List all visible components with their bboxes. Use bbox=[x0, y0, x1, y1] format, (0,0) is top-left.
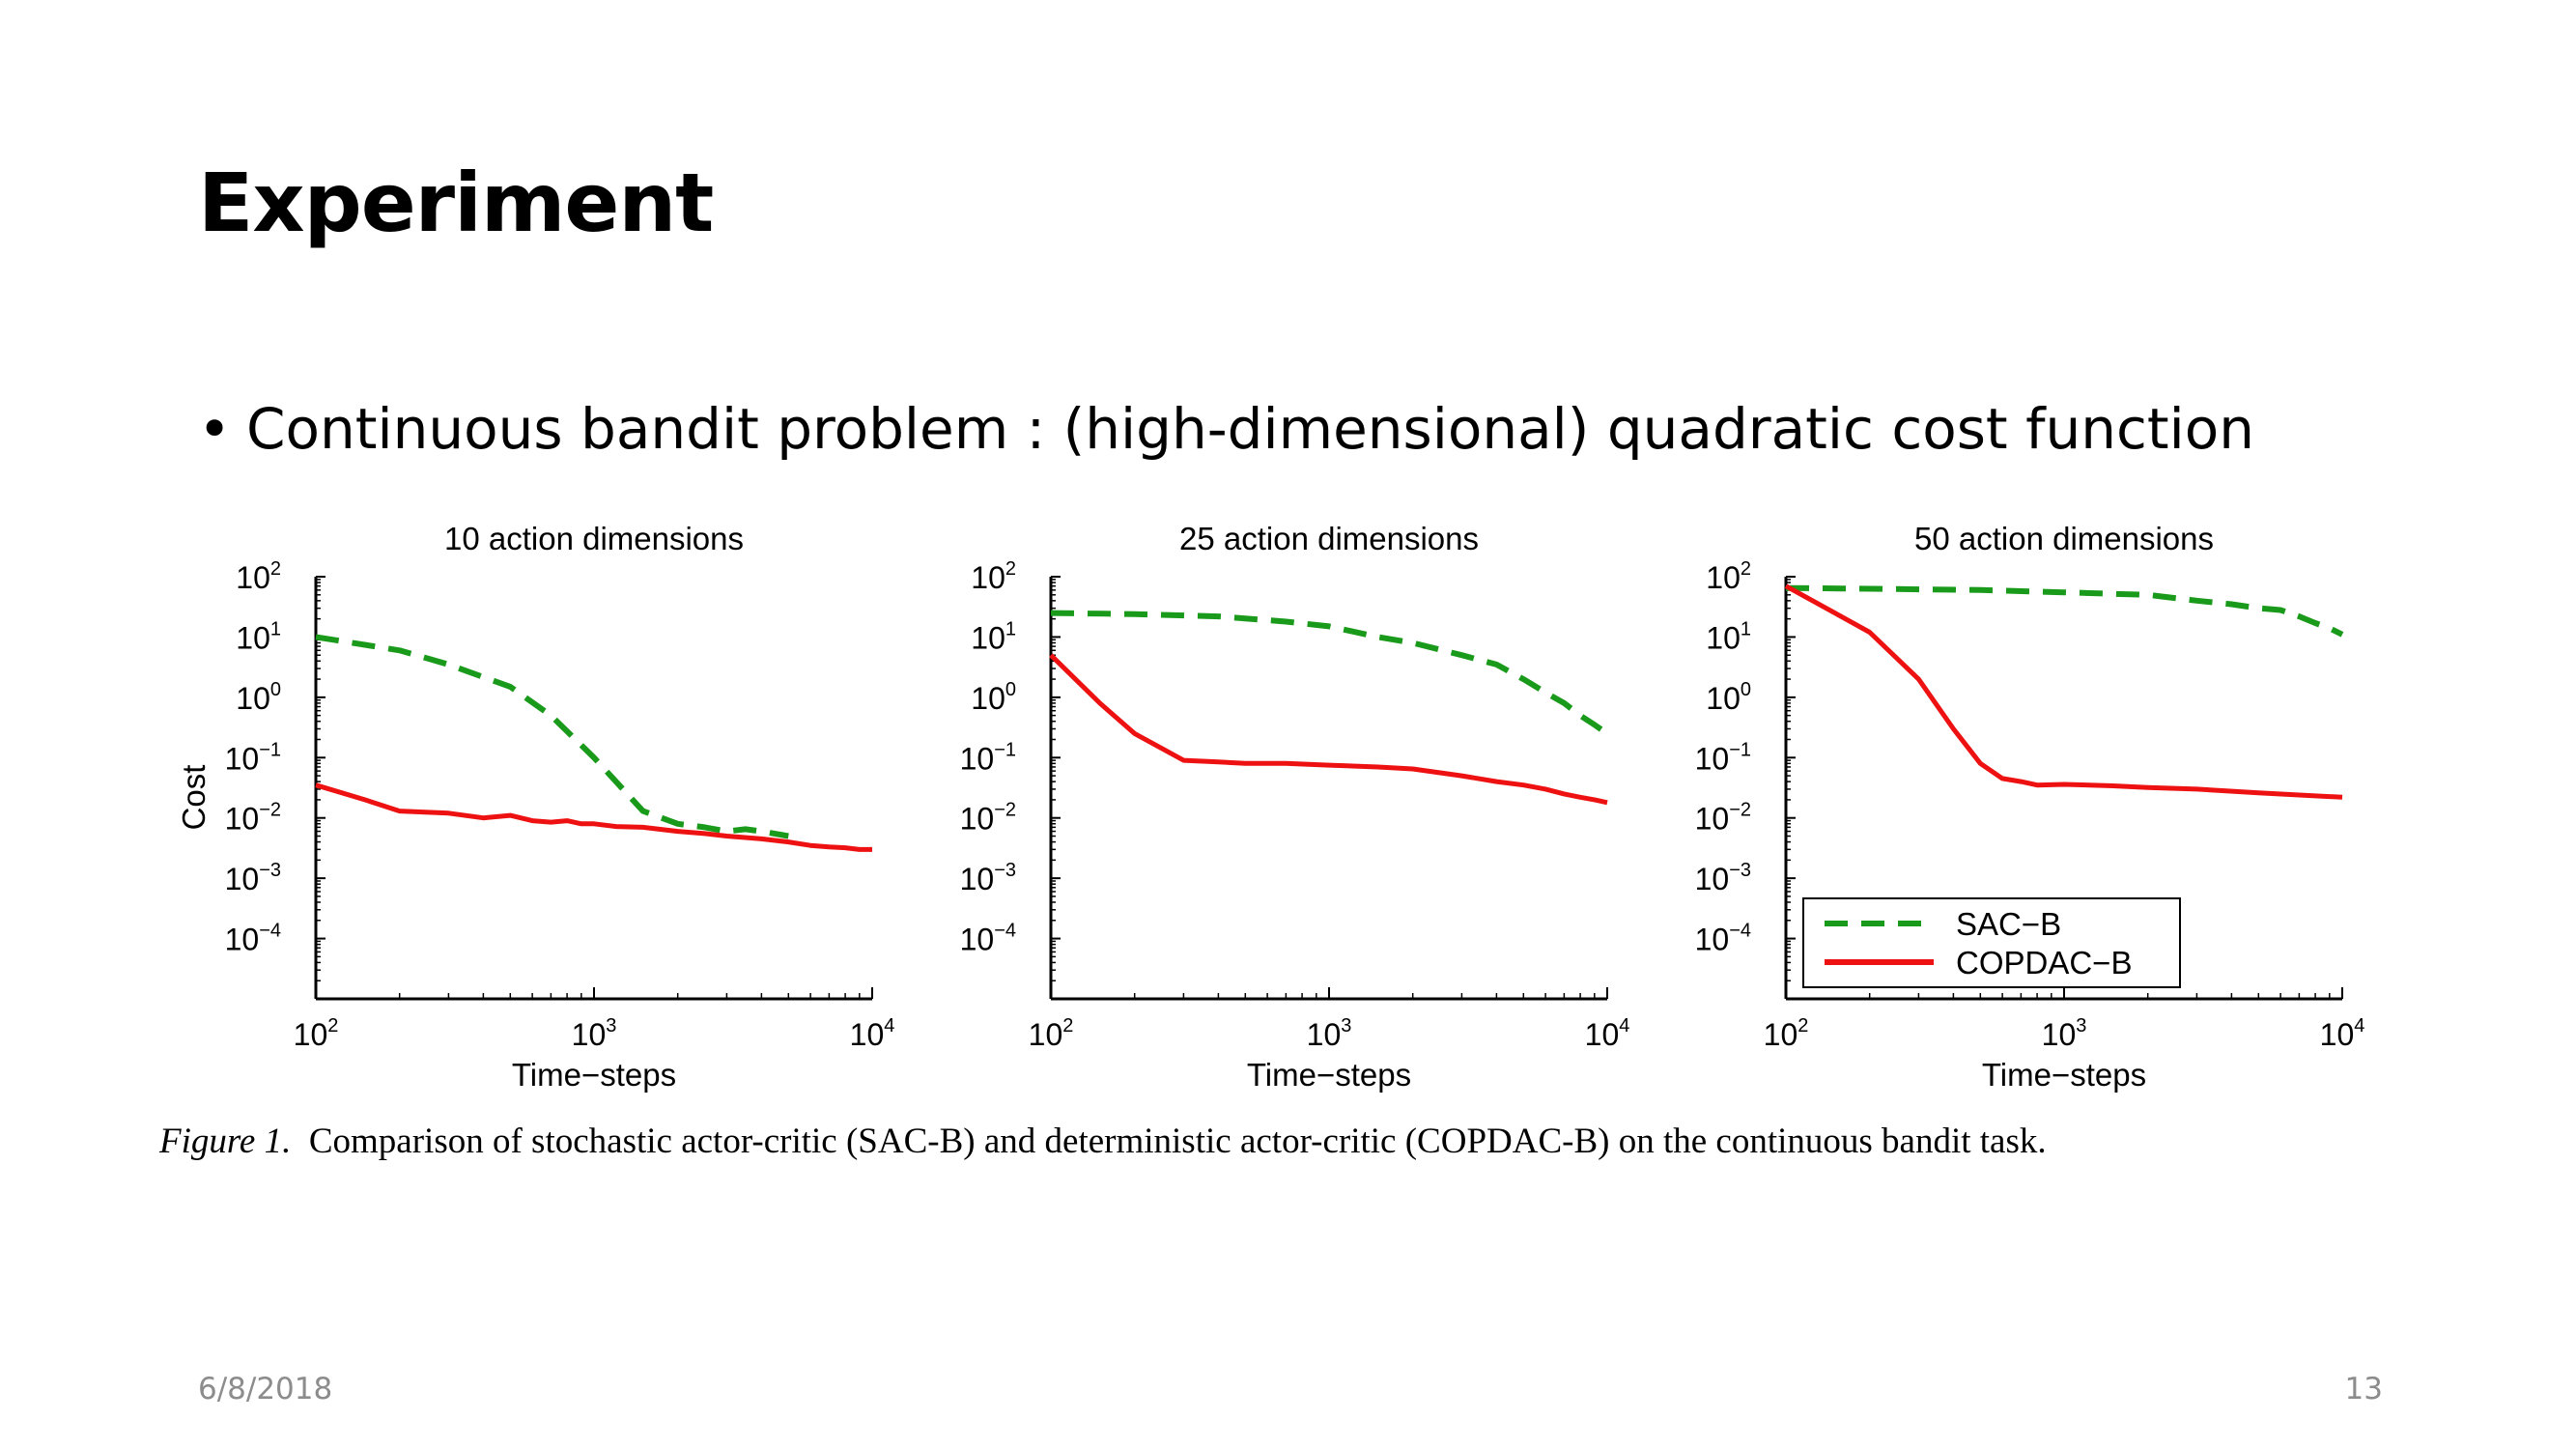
x-tick-label: 103 bbox=[2042, 1015, 2087, 1052]
series-line-sac-b bbox=[1050, 610, 1609, 736]
x-tick-label: 102 bbox=[1029, 1015, 1074, 1052]
x-tick-label: 104 bbox=[850, 1015, 895, 1052]
y-tick-label: 10−2 bbox=[960, 800, 1016, 837]
footer-date: 6/8/2018 bbox=[198, 1372, 333, 1406]
y-tick-label: 10−4 bbox=[960, 921, 1016, 957]
bullet-text: Continuous bandit problem : (high-dimens… bbox=[246, 396, 2255, 462]
y-tick-label: 10−1 bbox=[1695, 739, 1751, 776]
series-line-copdac-b bbox=[1049, 653, 1608, 806]
figure-caption-text: Comparison of stochastic actor-critic (S… bbox=[308, 1122, 2047, 1161]
x-tick-label: 103 bbox=[1307, 1015, 1352, 1052]
legend-label-sac-b: SAC−B bbox=[1956, 906, 2061, 942]
y-tick-label: 102 bbox=[971, 558, 1016, 595]
y-tick-label: 100 bbox=[971, 679, 1016, 716]
y-tick-label: 101 bbox=[1706, 618, 1751, 655]
chart-panel-1: 10 action dimensions 102 101 100 10−1 10−2 10−… bbox=[176, 521, 894, 1093]
y-tick-label: 10−3 bbox=[960, 860, 1016, 896]
series-line-copdac-b bbox=[1784, 583, 2343, 800]
x-axis-label: Time−steps bbox=[1982, 1057, 2146, 1093]
y-tick-label: 10−1 bbox=[960, 739, 1016, 776]
bullet-item: • Continuous bandit problem : (high-dimen… bbox=[198, 396, 2254, 462]
y-tick-label: 102 bbox=[236, 558, 281, 595]
y-tick-label: 100 bbox=[236, 679, 281, 716]
y-tick-label: 102 bbox=[1706, 558, 1751, 595]
x-tick-label: 102 bbox=[1764, 1015, 1809, 1052]
series-line-sac-b bbox=[315, 634, 789, 839]
y-tick-label: 100 bbox=[1706, 679, 1751, 716]
x-axis-label: Time−steps bbox=[512, 1057, 676, 1093]
y-tick-label: 10−1 bbox=[225, 739, 281, 776]
chart-panel-2: 25 action dimensions 102 101 100 10−1 10−2 10−… bbox=[960, 521, 1630, 1093]
series-line-copdac-b bbox=[315, 782, 872, 852]
x-tick-label: 103 bbox=[572, 1015, 617, 1052]
figure-caption: Figure 1. Comparison of stochastic actor… bbox=[159, 1121, 2047, 1162]
figure-caption-label: Figure 1. bbox=[159, 1122, 292, 1161]
bullet-dot-icon: • bbox=[198, 396, 232, 462]
chart-title: 10 action dimensions bbox=[444, 521, 744, 556]
footer-page-number: 13 bbox=[2344, 1372, 2383, 1406]
y-tick-label: 10−4 bbox=[1695, 921, 1751, 957]
y-tick-label: 10−4 bbox=[225, 921, 281, 957]
y-tick-label: 10−2 bbox=[225, 800, 281, 837]
slide-title: Experiment bbox=[198, 156, 714, 250]
chart-title: 50 action dimensions bbox=[1914, 521, 2214, 556]
legend-box bbox=[1802, 897, 2181, 988]
chart-title: 25 action dimensions bbox=[1179, 521, 1479, 556]
series-line-sac-b bbox=[1785, 584, 2344, 638]
x-tick-label: 102 bbox=[294, 1015, 339, 1052]
legend-label-copdac-b: COPDAC−B bbox=[1956, 945, 2132, 980]
x-axis-label: Time−steps bbox=[1247, 1057, 1411, 1093]
chart-panel-3: 50 action dimensions 102 101 100 10−1 10−2 10−… bbox=[1695, 521, 2365, 1093]
y-tick-label: 101 bbox=[236, 618, 281, 655]
y-axis-label: Cost bbox=[176, 765, 212, 831]
y-tick-label: 10−2 bbox=[1695, 800, 1751, 837]
y-tick-label: 10−3 bbox=[225, 860, 281, 896]
y-tick-label: 10−3 bbox=[1695, 860, 1751, 896]
x-tick-label: 104 bbox=[2320, 1015, 2365, 1052]
y-tick-label: 101 bbox=[971, 618, 1016, 655]
x-tick-label: 104 bbox=[1585, 1015, 1630, 1052]
